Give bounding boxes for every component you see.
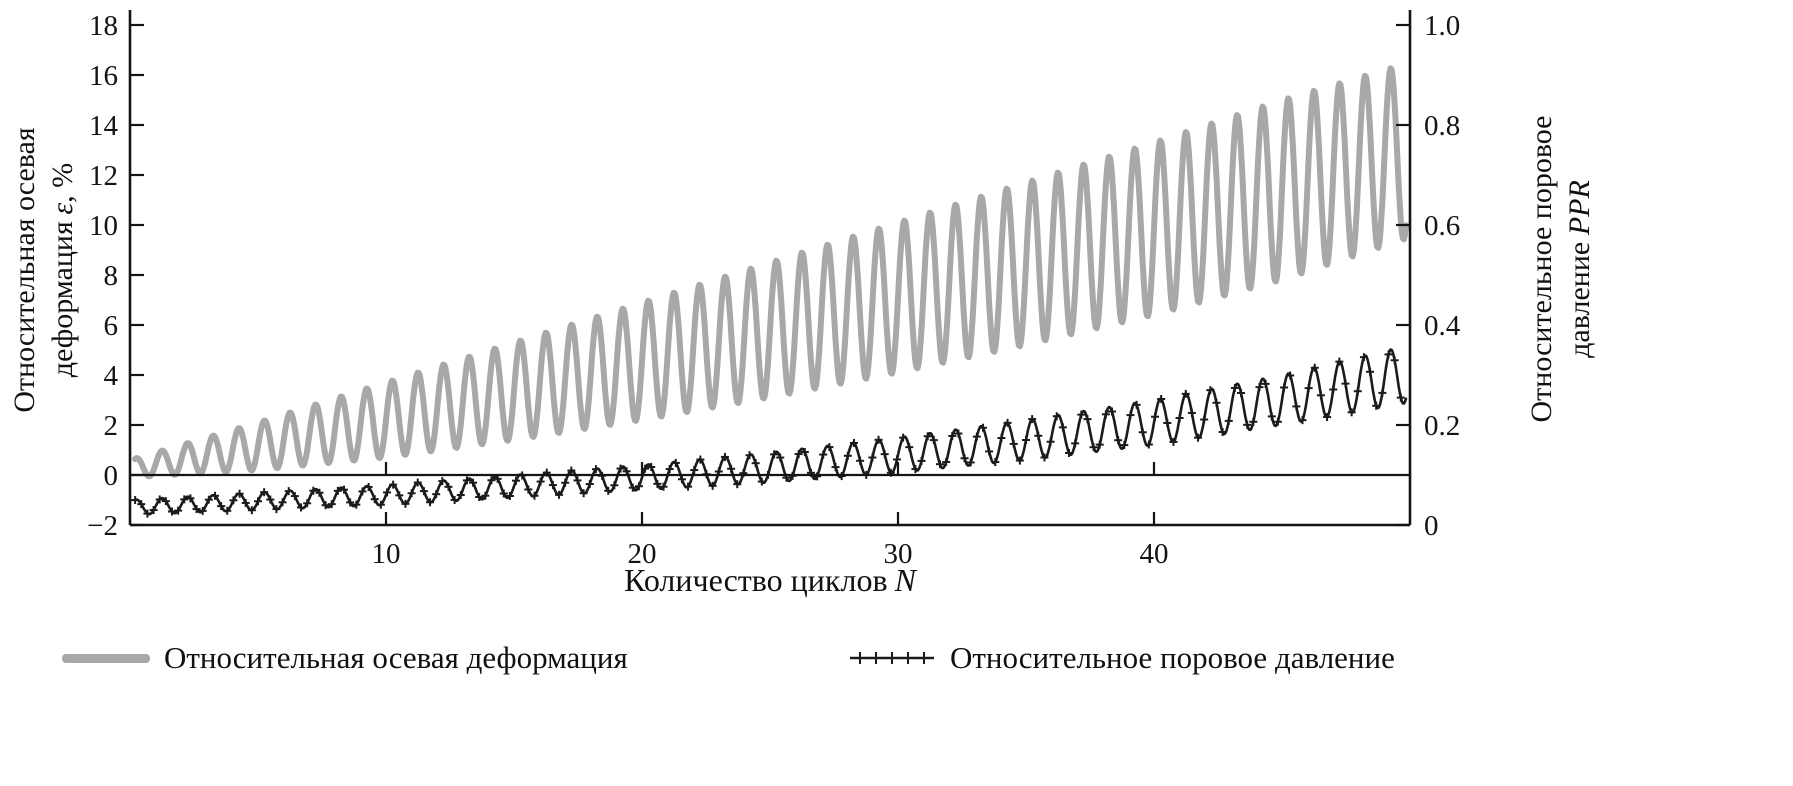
right-axis-title-line2: давлениеPPR (1563, 180, 1596, 358)
epsilon-symbol: ε (46, 202, 79, 215)
svg-text:−2: −2 (87, 510, 118, 542)
svg-text:14: 14 (89, 110, 119, 142)
svg-text:30: 30 (884, 538, 913, 570)
left-axis-title: Относительная осевая деформацияε, % (6, 10, 84, 530)
svg-text:16: 16 (89, 60, 118, 92)
left-axis-title-line1: Относительная осевая (8, 127, 41, 413)
svg-text:0.4: 0.4 (1424, 310, 1461, 342)
right-axis-title-line1: Относительное поровое (1525, 115, 1558, 423)
axial-strain-legend-marker (62, 653, 150, 663)
svg-text:0.8: 0.8 (1424, 110, 1460, 142)
legend-item-axial-strain: Относительная осевая деформация (62, 640, 628, 676)
legend: Относительная осевая деформация Относите… (0, 636, 1793, 686)
legend-item-pore-pressure: Относительное поровое давление (848, 640, 1395, 676)
svg-text:6: 6 (104, 310, 119, 342)
svg-text:1.0: 1.0 (1424, 10, 1460, 42)
svg-text:12: 12 (89, 160, 118, 192)
svg-text:10: 10 (372, 538, 401, 570)
svg-text:0: 0 (1424, 510, 1439, 542)
x-axis-title: Количество циклов N (624, 562, 916, 598)
right-axis-title: Относительное поровое давлениеPPR (1523, 9, 1601, 529)
pore-pressure-legend-marker (850, 652, 934, 664)
svg-text:10: 10 (89, 210, 118, 242)
svg-text:2: 2 (104, 410, 119, 442)
svg-text:20: 20 (628, 538, 657, 570)
svg-text:0.2: 0.2 (1424, 410, 1460, 442)
left-axis-title-line2: деформацияε, % (46, 162, 79, 378)
svg-text:8: 8 (104, 260, 119, 292)
svg-text:40: 40 (1140, 538, 1169, 570)
ppr-symbol: PPR (1563, 180, 1596, 236)
svg-text:4: 4 (104, 360, 119, 392)
svg-text:18: 18 (89, 10, 118, 42)
legend-label: Относительное поровое давление (950, 640, 1395, 675)
svg-text:0.6: 0.6 (1424, 210, 1460, 242)
legend-label: Относительная осевая деформация (164, 640, 628, 675)
n-symbol: N (894, 562, 916, 598)
svg-text:0: 0 (104, 460, 119, 492)
